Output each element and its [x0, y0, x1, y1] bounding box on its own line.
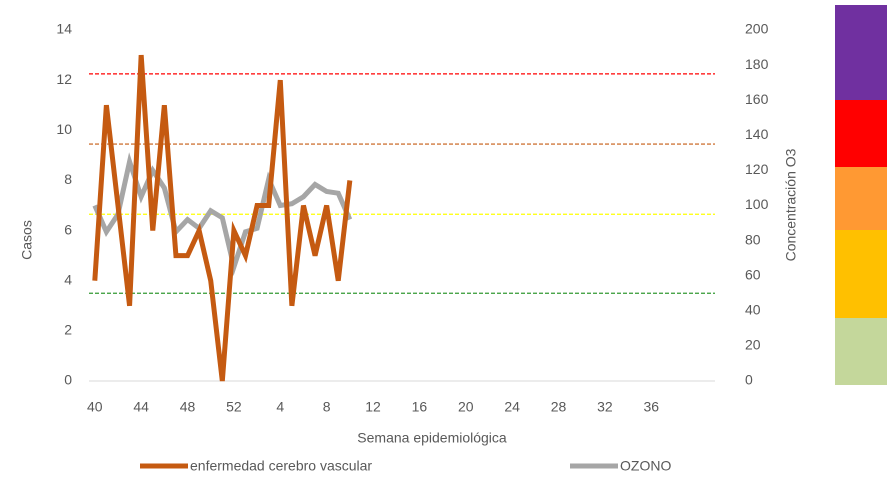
x-tick-label: 48: [180, 399, 196, 415]
y2-tick-label: 0: [745, 372, 753, 388]
y2-tick-label: 120: [745, 161, 769, 177]
y2-tick-label: 100: [745, 196, 769, 212]
y-tick-label: 6: [64, 221, 72, 237]
y2-tick-label: 160: [745, 91, 769, 107]
x-axis-title: Semana epidemiológica: [357, 430, 507, 446]
y-tick-label: 10: [56, 121, 72, 137]
x-tick-label: 52: [226, 399, 242, 415]
band-yellow: [835, 230, 887, 318]
x-tick-label: 40: [87, 399, 103, 415]
y-tick-label: 2: [64, 322, 72, 338]
band-green: [835, 318, 887, 385]
y-axis-title: Casos: [19, 220, 35, 260]
y2-tick-label: 180: [745, 56, 769, 72]
x-tick-label: 24: [504, 399, 520, 415]
y2-tick-label: 200: [745, 21, 769, 37]
y-tick-label: 14: [56, 21, 72, 37]
legend-label: enfermedad cerebro vascular: [190, 458, 372, 474]
y2-tick-label: 140: [745, 126, 769, 142]
x-tick-label: 36: [643, 399, 659, 415]
y2-tick-label: 20: [745, 337, 761, 353]
x-tick-label: 16: [412, 399, 428, 415]
x-tick-label: 4: [276, 399, 284, 415]
x-tick-label: 20: [458, 399, 474, 415]
band-red: [835, 100, 887, 167]
x-tick-label: 28: [551, 399, 567, 415]
y-tick-label: 4: [64, 271, 72, 287]
y-tick-label: 0: [64, 372, 72, 388]
series-line: [92, 54, 353, 382]
y-tick-label: 8: [64, 171, 72, 187]
y2-tick-label: 40: [745, 302, 761, 318]
x-tick-label: 32: [597, 399, 613, 415]
x-tick-label: 44: [133, 399, 149, 415]
y2-tick-label: 60: [745, 266, 761, 282]
y-tick-label: 12: [56, 71, 72, 87]
y2-tick-label: 80: [745, 231, 761, 247]
x-tick-label: 12: [365, 399, 381, 415]
band-purple: [835, 5, 887, 100]
band-orange: [835, 167, 887, 230]
legend-label: OZONO: [620, 458, 671, 474]
y2-axis-title: Concentración O3: [783, 148, 799, 261]
x-tick-label: 8: [323, 399, 331, 415]
